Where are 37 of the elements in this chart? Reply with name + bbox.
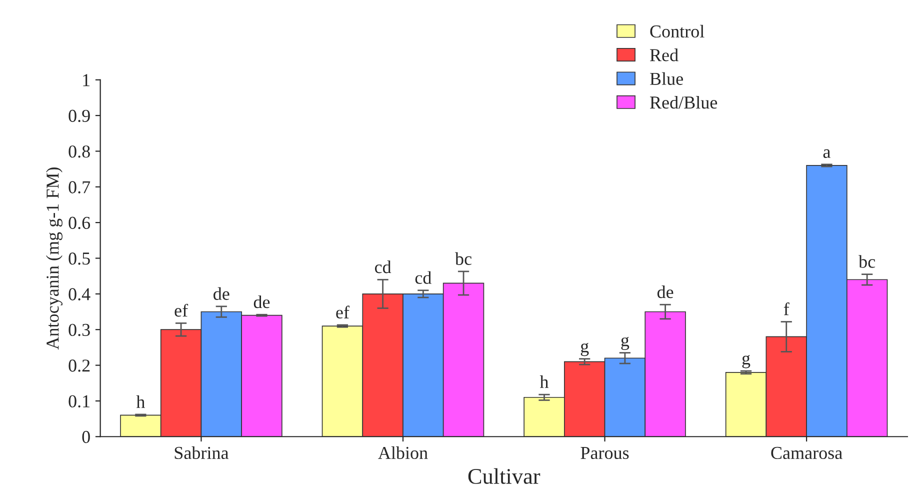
y-tick-label: 0 [82, 430, 90, 444]
legend-label: Red [650, 48, 678, 62]
data-label: de [657, 285, 674, 298]
data-label: cd [374, 260, 392, 274]
data-label: f [784, 302, 790, 316]
y-tick-label: 0.1 [68, 395, 90, 408]
data-label: g [621, 336, 630, 350]
x-tick-label: Parous [580, 447, 629, 460]
y-tick-label: 0.4 [68, 288, 90, 300]
y-tick-label: 0.3 [68, 324, 90, 336]
y-tick-label: 0.6 [68, 216, 90, 230]
data-label: h [136, 395, 145, 408]
data-label: a [823, 149, 830, 158]
data-label: de [254, 295, 270, 308]
y-tick-label: 0.5 [68, 252, 90, 265]
legend-label: Red/Blue [650, 96, 718, 109]
data-label: g [742, 355, 750, 368]
data-label: cd [415, 271, 432, 284]
y-tick-label: 0.2 [68, 360, 90, 372]
y-tick-label: 0.7 [68, 181, 90, 194]
x-tick-label: Sabrina [174, 446, 229, 460]
y-tick-label: 1 [83, 74, 90, 86]
data-label: bc [858, 255, 876, 268]
y-tick-label: 0.9 [68, 110, 90, 122]
legend-label: Control [650, 24, 704, 38]
data-label: bc [455, 252, 472, 265]
data-label: g [580, 342, 589, 356]
x-tick-label: Camarosa [771, 446, 842, 460]
y-axis-title: Antocyanin (mg g-1 FM) [46, 168, 62, 350]
y-tick-label: 0.8 [68, 145, 90, 158]
legend-label: Blue [650, 72, 683, 85]
data-label: h [540, 375, 549, 388]
data-label: ef [336, 306, 350, 319]
data-label: de [214, 287, 230, 300]
x-axis-title: Cultivar [468, 468, 540, 484]
x-tick-label: Albion [378, 446, 428, 460]
data-label: ef [174, 304, 188, 317]
